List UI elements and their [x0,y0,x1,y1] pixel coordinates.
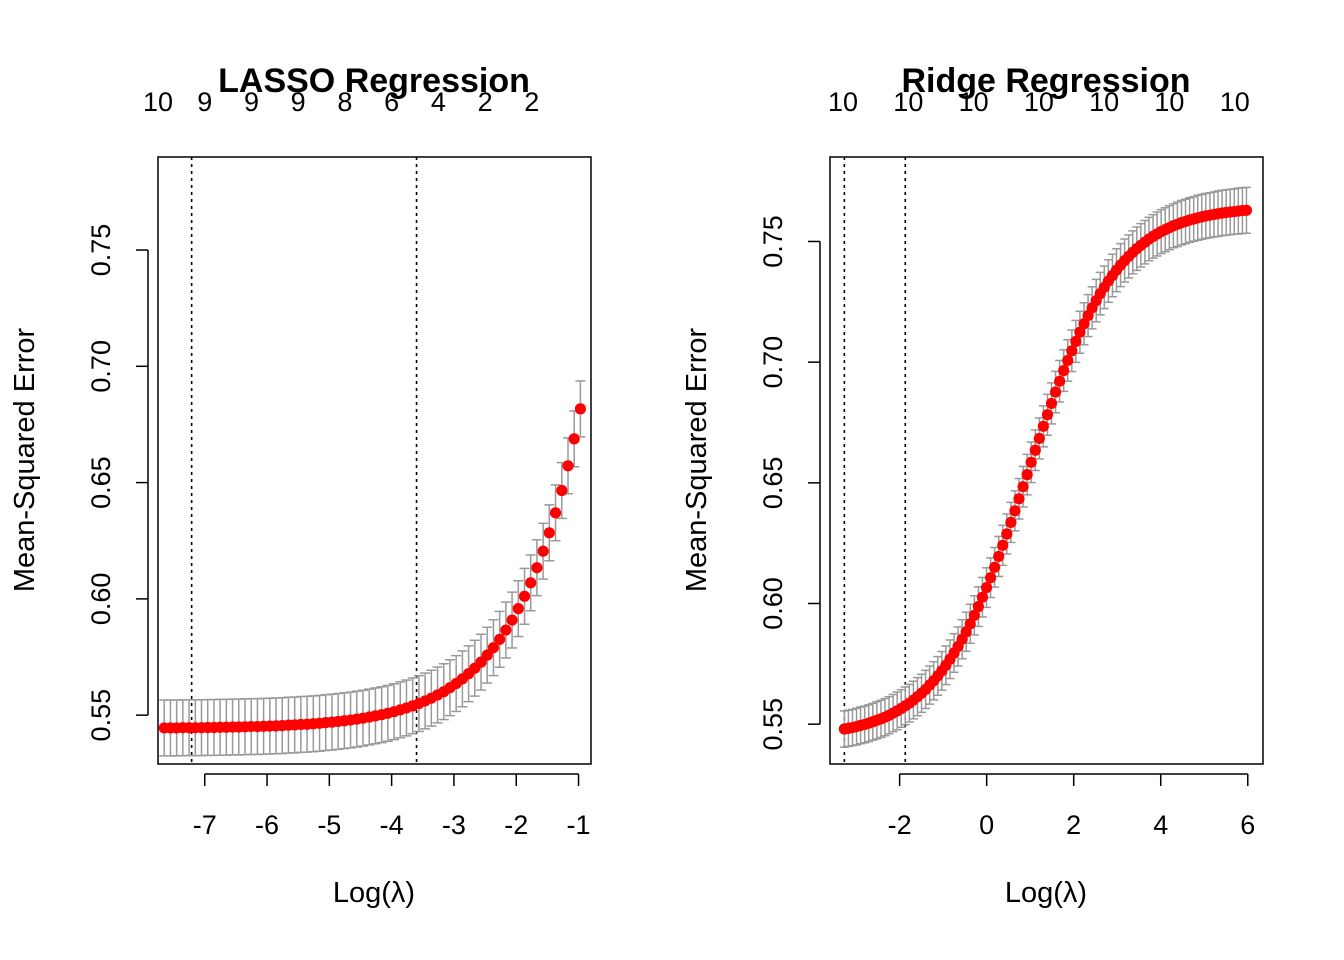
y-tick-label: 0.75 [86,224,116,277]
data-point [1033,432,1045,445]
top-axis-label: 10 [143,87,173,117]
x-tick-label: -4 [380,810,404,840]
data-point [1058,364,1070,377]
data-point [993,550,1005,563]
top-axis-label: 9 [197,87,212,117]
data-point [1013,493,1025,505]
data-point [543,527,555,539]
data-point [562,460,574,472]
top-axis-label: 9 [244,87,259,117]
x-tick-label: -6 [255,810,279,840]
data-point [1070,335,1082,347]
data-point [1021,469,1033,481]
data-point [964,618,976,630]
x-tick-label: -2 [504,810,528,840]
y-tick-label: 0.70 [758,336,788,389]
y-tick-label: 0.55 [758,698,788,751]
x-axis-label: Log(λ) [1005,877,1087,909]
x-tick-label: 2 [1066,810,1081,840]
data-point [1045,397,1058,410]
y-tick-label: 0.60 [758,577,788,630]
top-axis-label: 10 [1220,87,1250,117]
data-point [997,539,1009,551]
data-point [984,572,997,584]
data-point [487,642,500,654]
data-point [537,545,549,557]
data-point [1029,444,1041,456]
x-tick-label: -3 [442,810,466,840]
chart-title: Ridge Regression [901,62,1190,100]
data-point [1009,505,1021,517]
data-point [500,624,512,636]
data-point [525,577,537,589]
x-tick-label: 0 [979,810,994,840]
y-axis-label: Mean-Squared Error [681,327,713,592]
data-point [1074,326,1086,338]
data-point [1240,204,1253,216]
data-point [568,433,580,445]
data-point [1001,528,1013,540]
x-tick-label: -2 [888,810,912,840]
y-tick-label: 0.65 [758,457,788,510]
top-axis-label: 6 [384,87,399,117]
ridge-panel: Ridge Regression Log(λ) Mean-Squared Err… [681,62,1264,909]
data-point [494,633,506,645]
top-axis-label: 10 [893,87,923,117]
top-axis-label: 9 [291,87,306,117]
data-point [980,581,993,594]
y-axis-label: Mean-Squared Error [9,327,41,592]
data-point [1049,386,1062,398]
top-axis-label: 10 [1089,87,1119,117]
top-axis-label: 10 [828,87,858,117]
data-point [531,562,543,574]
data-point [1062,354,1074,367]
x-axis-label: Log(λ) [333,877,415,909]
plot-frame [157,156,592,765]
top-axis-label: 10 [1154,87,1184,117]
data-point [1005,516,1017,529]
top-axis-label: 2 [478,87,493,117]
x-tick-label: -5 [317,810,341,840]
data-point [989,561,1001,573]
y-tick-label: 0.60 [86,573,116,626]
data-point [972,601,984,613]
data-point [1017,481,1029,493]
y-tick-label: 0.55 [86,689,116,742]
x-tick-label: 4 [1153,810,1168,840]
data-point [1054,375,1066,387]
chart-title: LASSO Regression [218,62,530,100]
y-tick-label: 0.65 [86,456,116,509]
y-tick-label: 0.75 [758,215,788,268]
data-point [518,590,531,602]
data-point [506,614,518,626]
lasso-panel: LASSO Regression Log(λ) Mean-Squared Err… [9,62,592,909]
data-point [481,649,493,661]
data-point [968,609,980,621]
top-axis-label: 4 [431,87,446,117]
data-point [1025,456,1037,468]
data-point [574,403,587,415]
y-tick-label: 0.70 [86,340,116,393]
data-point [1066,345,1078,357]
top-axis-label: 10 [1024,87,1054,117]
x-tick-label: -1 [567,810,591,840]
x-tick-label: 6 [1240,810,1255,840]
data-point [556,484,568,497]
plot-frame [829,156,1264,765]
data-point [976,591,989,603]
data-point [1037,420,1049,432]
data-point [1041,409,1054,421]
top-axis-label: 2 [524,87,539,117]
data-point [549,507,562,519]
data-point [512,603,524,615]
top-axis-label: 8 [337,87,352,117]
top-axis-label: 10 [959,87,989,117]
x-tick-label: -7 [193,810,217,840]
